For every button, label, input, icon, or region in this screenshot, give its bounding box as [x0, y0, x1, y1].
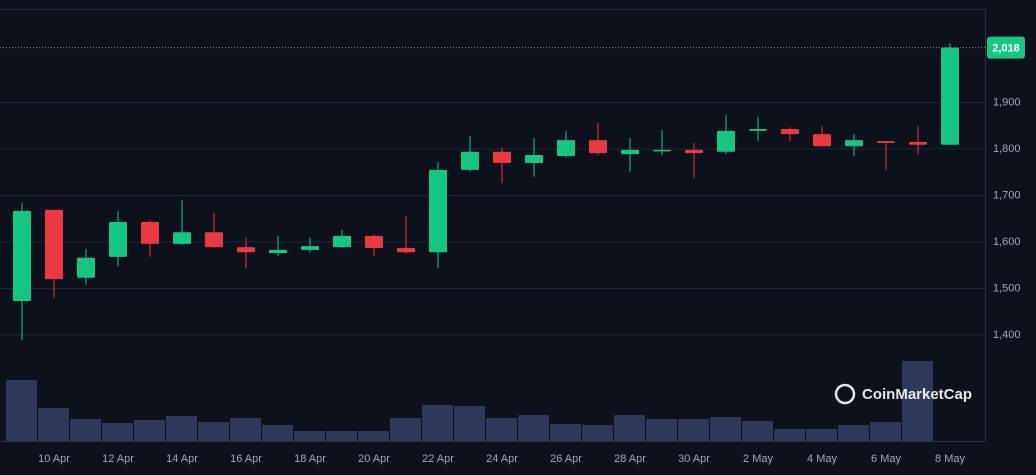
x-tick-label: 10 Apr: [38, 453, 70, 465]
volume-bar: [678, 419, 709, 441]
watermark-text: CoinMarketCap: [862, 386, 972, 403]
candle-body: [845, 140, 863, 147]
x-tick-label: 18 Apr: [294, 453, 326, 465]
x-tick-label: 26 Apr: [550, 453, 582, 465]
volume-bar: [358, 431, 389, 441]
volume-bars: [6, 361, 933, 441]
candle-body: [493, 151, 511, 163]
candle-body: [109, 221, 127, 257]
candles: [13, 43, 959, 341]
candle-body: [877, 141, 895, 143]
candle-body: [237, 247, 255, 253]
volume-bar: [550, 424, 581, 441]
candle-body: [685, 149, 703, 154]
x-tick-label: 4 May: [807, 453, 837, 465]
volume-bar: [646, 419, 677, 441]
x-tick-label: 30 Apr: [678, 453, 710, 465]
volume-bar: [294, 431, 325, 441]
volume-bar: [710, 417, 741, 441]
volume-bar: [166, 416, 197, 441]
candle-body: [813, 134, 831, 147]
grid: [0, 102, 985, 336]
volume-bar: [70, 419, 101, 441]
candle-body: [269, 249, 287, 254]
last-price-badge: [987, 36, 1025, 59]
volume-bar: [582, 425, 613, 441]
x-tick-label: 24 Apr: [486, 453, 518, 465]
volume-bar: [102, 423, 133, 441]
x-tick-label: 22 Apr: [422, 453, 454, 465]
candle-body: [13, 210, 31, 302]
volume-bar: [422, 405, 453, 441]
candle-body: [749, 129, 767, 131]
volume-bar: [454, 406, 485, 441]
candle-body: [557, 140, 575, 156]
watermark-logo: [834, 383, 856, 405]
y-tick-label: 1,500: [993, 282, 1021, 294]
x-tick-label: 6 May: [871, 453, 901, 465]
volume-bar: [870, 422, 901, 441]
volume-bar: [806, 429, 837, 441]
volume-bar: [230, 418, 261, 441]
y-tick-label: 1,900: [993, 96, 1021, 108]
candle-body: [173, 232, 191, 244]
x-tick-label: 2 May: [743, 453, 773, 465]
volume-bar: [742, 421, 773, 441]
x-tick-label: 16 Apr: [230, 453, 262, 465]
candle-body: [941, 47, 959, 145]
y-tick-label: 1,800: [993, 143, 1021, 155]
volume-bar: [262, 425, 293, 441]
volume-bar: [614, 415, 645, 441]
x-tick-label: 8 May: [935, 453, 965, 465]
candle-body: [429, 169, 447, 253]
candle-body: [653, 149, 671, 152]
volume-bar: [390, 418, 421, 441]
candle-body: [717, 130, 735, 152]
volume-bar: [518, 415, 549, 441]
x-tick-label: 28 Apr: [614, 453, 646, 465]
candle-body: [397, 248, 415, 253]
volume-bar: [902, 361, 933, 441]
volume-bar: [134, 420, 165, 441]
volume-bar: [326, 431, 357, 441]
candle-body: [333, 235, 351, 248]
x-tick-label: 14 Apr: [166, 453, 198, 465]
candle-body: [77, 257, 95, 278]
candle-body: [301, 246, 319, 250]
candle-body: [365, 235, 383, 249]
candle-body: [909, 142, 927, 145]
watermark: CoinMarketCap: [834, 383, 972, 405]
volume-bar: [486, 418, 517, 441]
candle-body: [205, 232, 223, 248]
volume-bar: [774, 429, 805, 441]
y-tick-label: 1,400: [993, 329, 1021, 341]
candle-body: [525, 155, 543, 163]
x-tick-label: 20 Apr: [358, 453, 390, 465]
x-tick-label: 12 Apr: [102, 453, 134, 465]
candle-body: [781, 129, 799, 135]
candle-body: [141, 221, 159, 244]
volume-bar: [198, 422, 229, 441]
labels: 1,400 1,500 1,600 1,700 1,800 1,900 10 Apr 12 A…: [0, 36, 1025, 465]
candle-body: [621, 149, 639, 155]
candle-body: [45, 209, 63, 280]
last-price-label: 2,018: [992, 43, 1020, 55]
candle-body: [589, 140, 607, 154]
volume-bar: [838, 425, 869, 441]
y-tick-label: 1,700: [993, 189, 1021, 201]
y-tick-label: 1,600: [993, 236, 1021, 248]
volume-bar: [38, 408, 69, 441]
candle-body: [461, 151, 479, 170]
volume-bar: [6, 380, 37, 441]
